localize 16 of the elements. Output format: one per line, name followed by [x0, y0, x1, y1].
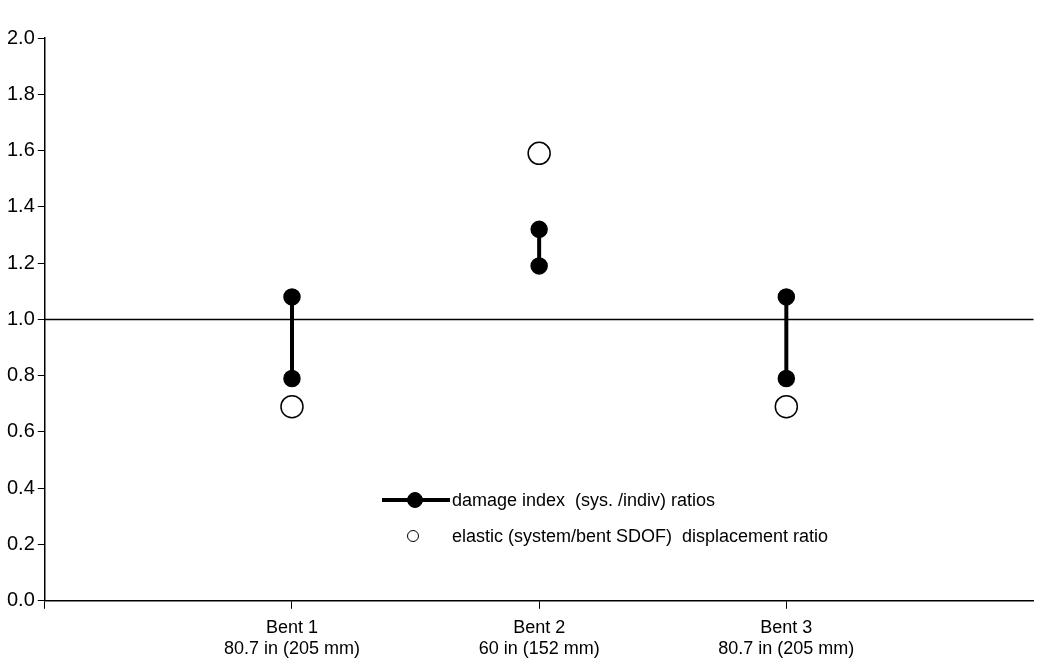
y-tick-label: 0.4 — [6, 475, 35, 498]
y-tick-label: 0.6 — [6, 419, 35, 442]
x-tick-label: Bent 2 60 in (152 mm) — [478, 616, 600, 659]
legend-label: damage index (sys. /indiv) ratios — [452, 489, 716, 511]
y-tick-label: 1.6 — [6, 138, 35, 161]
y-tick-label: 2.0 — [6, 25, 35, 48]
y-tick-label: 1.0 — [6, 306, 35, 329]
y-tick-label: 1.8 — [6, 81, 35, 104]
x-tick-label: Bent 3 80.7 in (205 mm) — [718, 616, 855, 659]
x-tick-label: Bent 1 80.7 in (205 mm) — [223, 616, 361, 659]
y-tick-label: 1.4 — [6, 194, 35, 217]
legend-label: elastic (system/bent SDOF) displacement ratio — [452, 525, 829, 547]
y-tick-label: 0.8 — [6, 363, 35, 386]
y-tick-label: 0.2 — [6, 532, 35, 555]
y-tick-label: 0.0 — [6, 588, 35, 611]
y-tick-label: 1.2 — [6, 250, 35, 273]
